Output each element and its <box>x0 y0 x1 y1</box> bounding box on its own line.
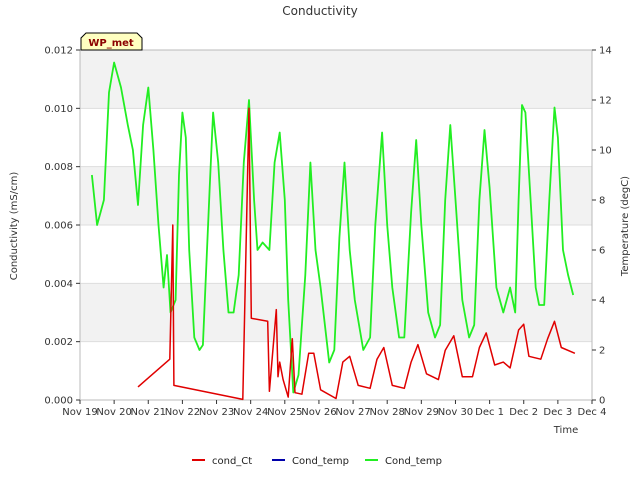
badge-label: WP_met <box>88 38 134 49</box>
y2-tick-label: 14 <box>599 46 612 57</box>
y2-axis-ticks: 0 2 4 6 8 10 12 14 <box>592 46 612 407</box>
badge-shape <box>80 32 143 51</box>
chart-title: Conductivity <box>282 4 357 18</box>
series-line-0 <box>137 107 576 401</box>
x-tick-label: Nov 28 <box>369 407 404 418</box>
x-tick-label: Nov 23 <box>199 407 234 418</box>
x-axis-label: Time <box>553 425 578 436</box>
x-tick-label: Nov 19 <box>62 407 97 418</box>
y-tick-label: 0.004 <box>44 279 73 290</box>
y2-tick-label: 4 <box>599 296 605 307</box>
legend-label-2: Cond_temp <box>385 456 442 467</box>
y2-tick-label: 6 <box>599 246 605 257</box>
x-tick-label: Nov 21 <box>131 407 166 418</box>
y-tick-label: 0.002 <box>44 337 73 348</box>
series-line-2 <box>91 61 575 394</box>
x-tick-label: Nov 20 <box>96 407 131 418</box>
legend-label-1: Cond_temp <box>292 456 349 467</box>
y-axis-ticks: 0.000 0.002 0.004 0.006 0.008 0.010 0.012 <box>44 46 80 407</box>
y-tick-label: 0.006 <box>44 221 73 232</box>
site-badge: WP_met <box>80 32 143 51</box>
legend-label-0: cond_Ct <box>212 456 252 467</box>
y2-tick-label: 2 <box>599 346 605 357</box>
y-axis-label: Conductivity (mS/cm) <box>9 172 20 281</box>
x-tick-label: Nov 24 <box>233 407 268 418</box>
band-5 <box>80 50 592 109</box>
x-tick-label: Nov 29 <box>404 407 439 418</box>
y2-tick-label: 12 <box>599 96 612 107</box>
y2-tick-label: 10 <box>599 146 612 157</box>
y-tick-label: 0.010 <box>44 104 73 115</box>
y2-tick-label: 0 <box>599 396 605 407</box>
x-tick-label: Dec 2 <box>509 407 538 418</box>
band-3 <box>80 166 592 225</box>
series-layer <box>91 61 576 401</box>
y2-tick-label: 8 <box>599 196 605 207</box>
x-tick-label: Nov 26 <box>301 407 336 418</box>
x-tick-label: Nov 22 <box>165 407 200 418</box>
y-tick-label: 0.012 <box>44 46 73 57</box>
x-tick-label: Nov 30 <box>438 407 473 418</box>
y-tick-label: 0.008 <box>44 162 73 173</box>
x-tick-label: Dec 4 <box>578 407 607 418</box>
legend: cond_Ct Cond_temp Cond_temp <box>192 456 442 467</box>
x-tick-label: Nov 27 <box>335 407 370 418</box>
x-tick-label: Dec 1 <box>475 407 504 418</box>
y2-axis-label: Temperature (degC) <box>620 176 631 277</box>
x-tick-label: Dec 3 <box>543 407 572 418</box>
x-tick-label: Nov 25 <box>267 407 302 418</box>
y-tick-label: 0.000 <box>44 396 73 407</box>
